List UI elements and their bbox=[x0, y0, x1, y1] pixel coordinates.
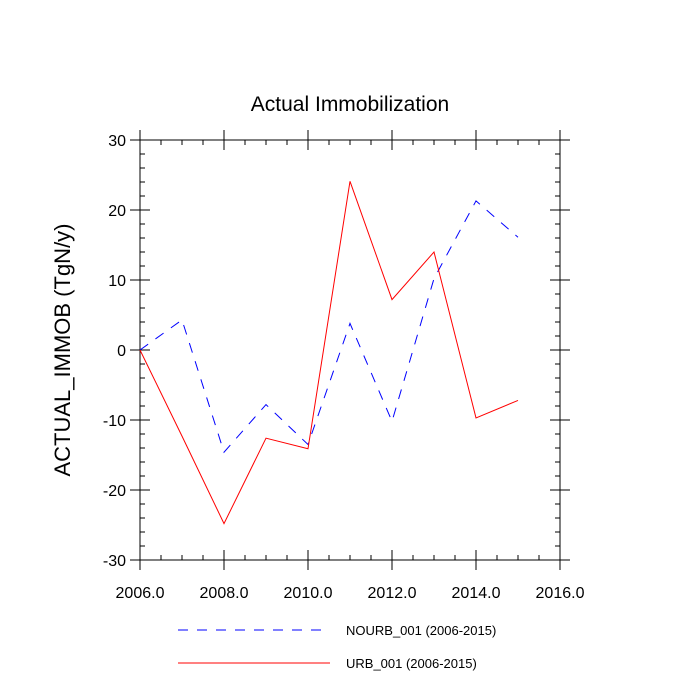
x-tick-label: 2016.0 bbox=[536, 585, 585, 602]
x-tick-label: 2014.0 bbox=[452, 585, 501, 602]
x-tick-label: 2012.0 bbox=[368, 585, 417, 602]
series-line-urb_001 bbox=[139, 181, 519, 525]
legend-label: URB_001 (2006-2015) bbox=[346, 656, 477, 671]
chart-title: Actual Immobilization bbox=[251, 93, 449, 116]
plot-frame bbox=[139, 139, 561, 561]
x-tick-label: 2010.0 bbox=[284, 585, 333, 602]
y-axis-label: ACTUAL_IMMOB (TgN/y) bbox=[50, 223, 75, 476]
y-tick-label: -20 bbox=[103, 483, 126, 500]
y-tick-label: 20 bbox=[108, 203, 126, 220]
y-tick-label: 0 bbox=[117, 343, 126, 360]
y-tick-label: -30 bbox=[103, 553, 126, 570]
x-tick-label: 2008.0 bbox=[200, 585, 249, 602]
y-tick-label: 30 bbox=[108, 133, 126, 150]
series-line-nourb_001 bbox=[139, 200, 519, 454]
x-tick-label: 2006.0 bbox=[116, 585, 165, 602]
y-tick-label: -10 bbox=[103, 413, 126, 430]
legend-label: NOURB_001 (2006-2015) bbox=[346, 623, 496, 638]
y-tick-label: 10 bbox=[108, 273, 126, 290]
